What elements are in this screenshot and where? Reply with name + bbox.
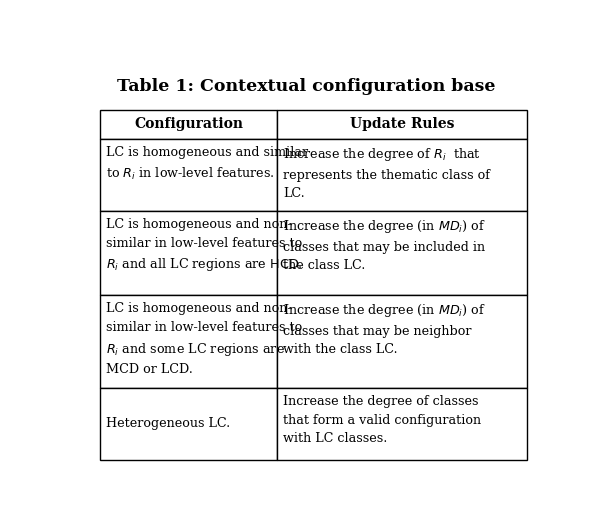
Text: Update Rules: Update Rules [350,117,454,131]
Bar [100,110,277,139]
Text: LC is homogeneous and similar
to $R_i$ in low-level features.: LC is homogeneous and similar to $R_i$ i… [106,146,309,182]
Bar [277,295,527,388]
Text: Heterogeneous LC.: Heterogeneous LC. [106,417,230,430]
Text: LC is homogeneous and non-
similar in low-level features to
$R_i$ and all LC reg: LC is homogeneous and non- similar in lo… [106,218,303,273]
Bar [277,211,527,295]
Bar [100,211,277,295]
Bar [100,295,277,388]
Text: Configuration: Configuration [134,117,243,131]
Bar [277,110,527,139]
Text: Increase the degree (in $MD_i$) of
classes that may be neighbor
with the class L: Increase the degree (in $MD_i$) of class… [283,303,486,356]
Bar [100,139,277,211]
Text: Increase the degree (in $MD_i$) of
classes that may be included in
the class LC.: Increase the degree (in $MD_i$) of class… [283,218,486,272]
Text: Increase the degree of classes
that form a valid configuration
with LC classes.: Increase the degree of classes that form… [283,395,481,445]
Bar [277,388,527,460]
Bar [277,139,527,211]
Text: LC is homogeneous and non-
similar in low-level features to
$R_i$ and some LC re: LC is homogeneous and non- similar in lo… [106,303,303,376]
Bar [100,388,277,460]
Text: Table 1: Contextual configuration base: Table 1: Contextual configuration base [117,78,496,95]
Text: Increase the degree of $R_i$  that
represents the thematic class of
LC.: Increase the degree of $R_i$ that repres… [283,146,490,200]
